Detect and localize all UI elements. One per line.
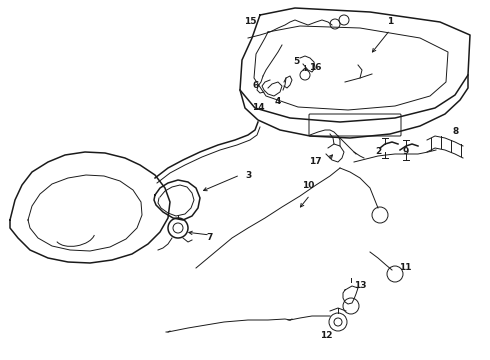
Circle shape [343,298,359,314]
Text: 7: 7 [207,234,213,243]
Circle shape [387,266,403,282]
Circle shape [168,218,188,238]
Text: 4: 4 [275,98,281,107]
Circle shape [372,207,388,223]
Text: 1: 1 [387,18,393,27]
Circle shape [329,313,347,331]
Text: 10: 10 [302,180,314,189]
Text: 9: 9 [403,148,409,157]
Text: 15: 15 [244,18,256,27]
Text: 2: 2 [375,148,381,157]
Text: 5: 5 [293,58,299,67]
Text: 12: 12 [320,330,332,339]
Text: 6: 6 [253,81,259,90]
Text: 17: 17 [309,158,321,166]
Text: 13: 13 [354,280,366,289]
Text: 8: 8 [453,127,459,136]
Text: 16: 16 [309,63,321,72]
Text: 3: 3 [245,171,251,180]
Text: 14: 14 [252,104,264,112]
Text: 11: 11 [399,264,411,273]
